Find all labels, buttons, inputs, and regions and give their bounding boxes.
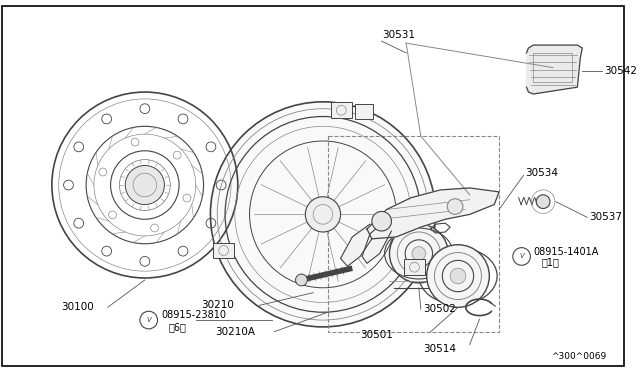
Text: 08915-23810: 08915-23810 [161,310,227,320]
Text: 30542: 30542 [604,65,637,76]
Circle shape [372,211,392,231]
Polygon shape [340,224,372,266]
Polygon shape [367,188,499,239]
Circle shape [427,245,490,307]
Bar [355,104,373,119]
Bar [213,243,234,259]
Text: 08915-1401A: 08915-1401A [533,247,598,257]
Circle shape [125,166,164,205]
Circle shape [305,197,340,232]
Bar [404,259,425,275]
Text: V: V [519,253,524,259]
Circle shape [211,102,435,327]
Text: 30534: 30534 [525,168,559,178]
Text: 30531: 30531 [381,30,415,40]
Text: 30514: 30514 [423,344,456,355]
Text: （6）: （6） [168,322,186,332]
Circle shape [412,247,426,260]
Circle shape [536,195,550,209]
Circle shape [296,274,307,286]
Polygon shape [527,45,582,94]
Text: ＜1＞: ＜1＞ [541,257,559,267]
Circle shape [390,224,448,283]
Text: 30501: 30501 [360,330,393,340]
Circle shape [447,199,463,214]
Text: 30210: 30210 [202,301,234,310]
Polygon shape [362,219,392,263]
Text: 30210A: 30210A [215,327,255,337]
Bar [533,53,573,82]
Text: 30502: 30502 [423,304,456,314]
Text: V: V [147,317,151,323]
Bar [330,102,352,118]
Text: 30537: 30537 [589,212,622,222]
Text: ^300^0069: ^300^0069 [552,352,607,361]
Bar [328,136,499,332]
Text: 30100: 30100 [61,302,93,312]
Circle shape [450,268,466,284]
